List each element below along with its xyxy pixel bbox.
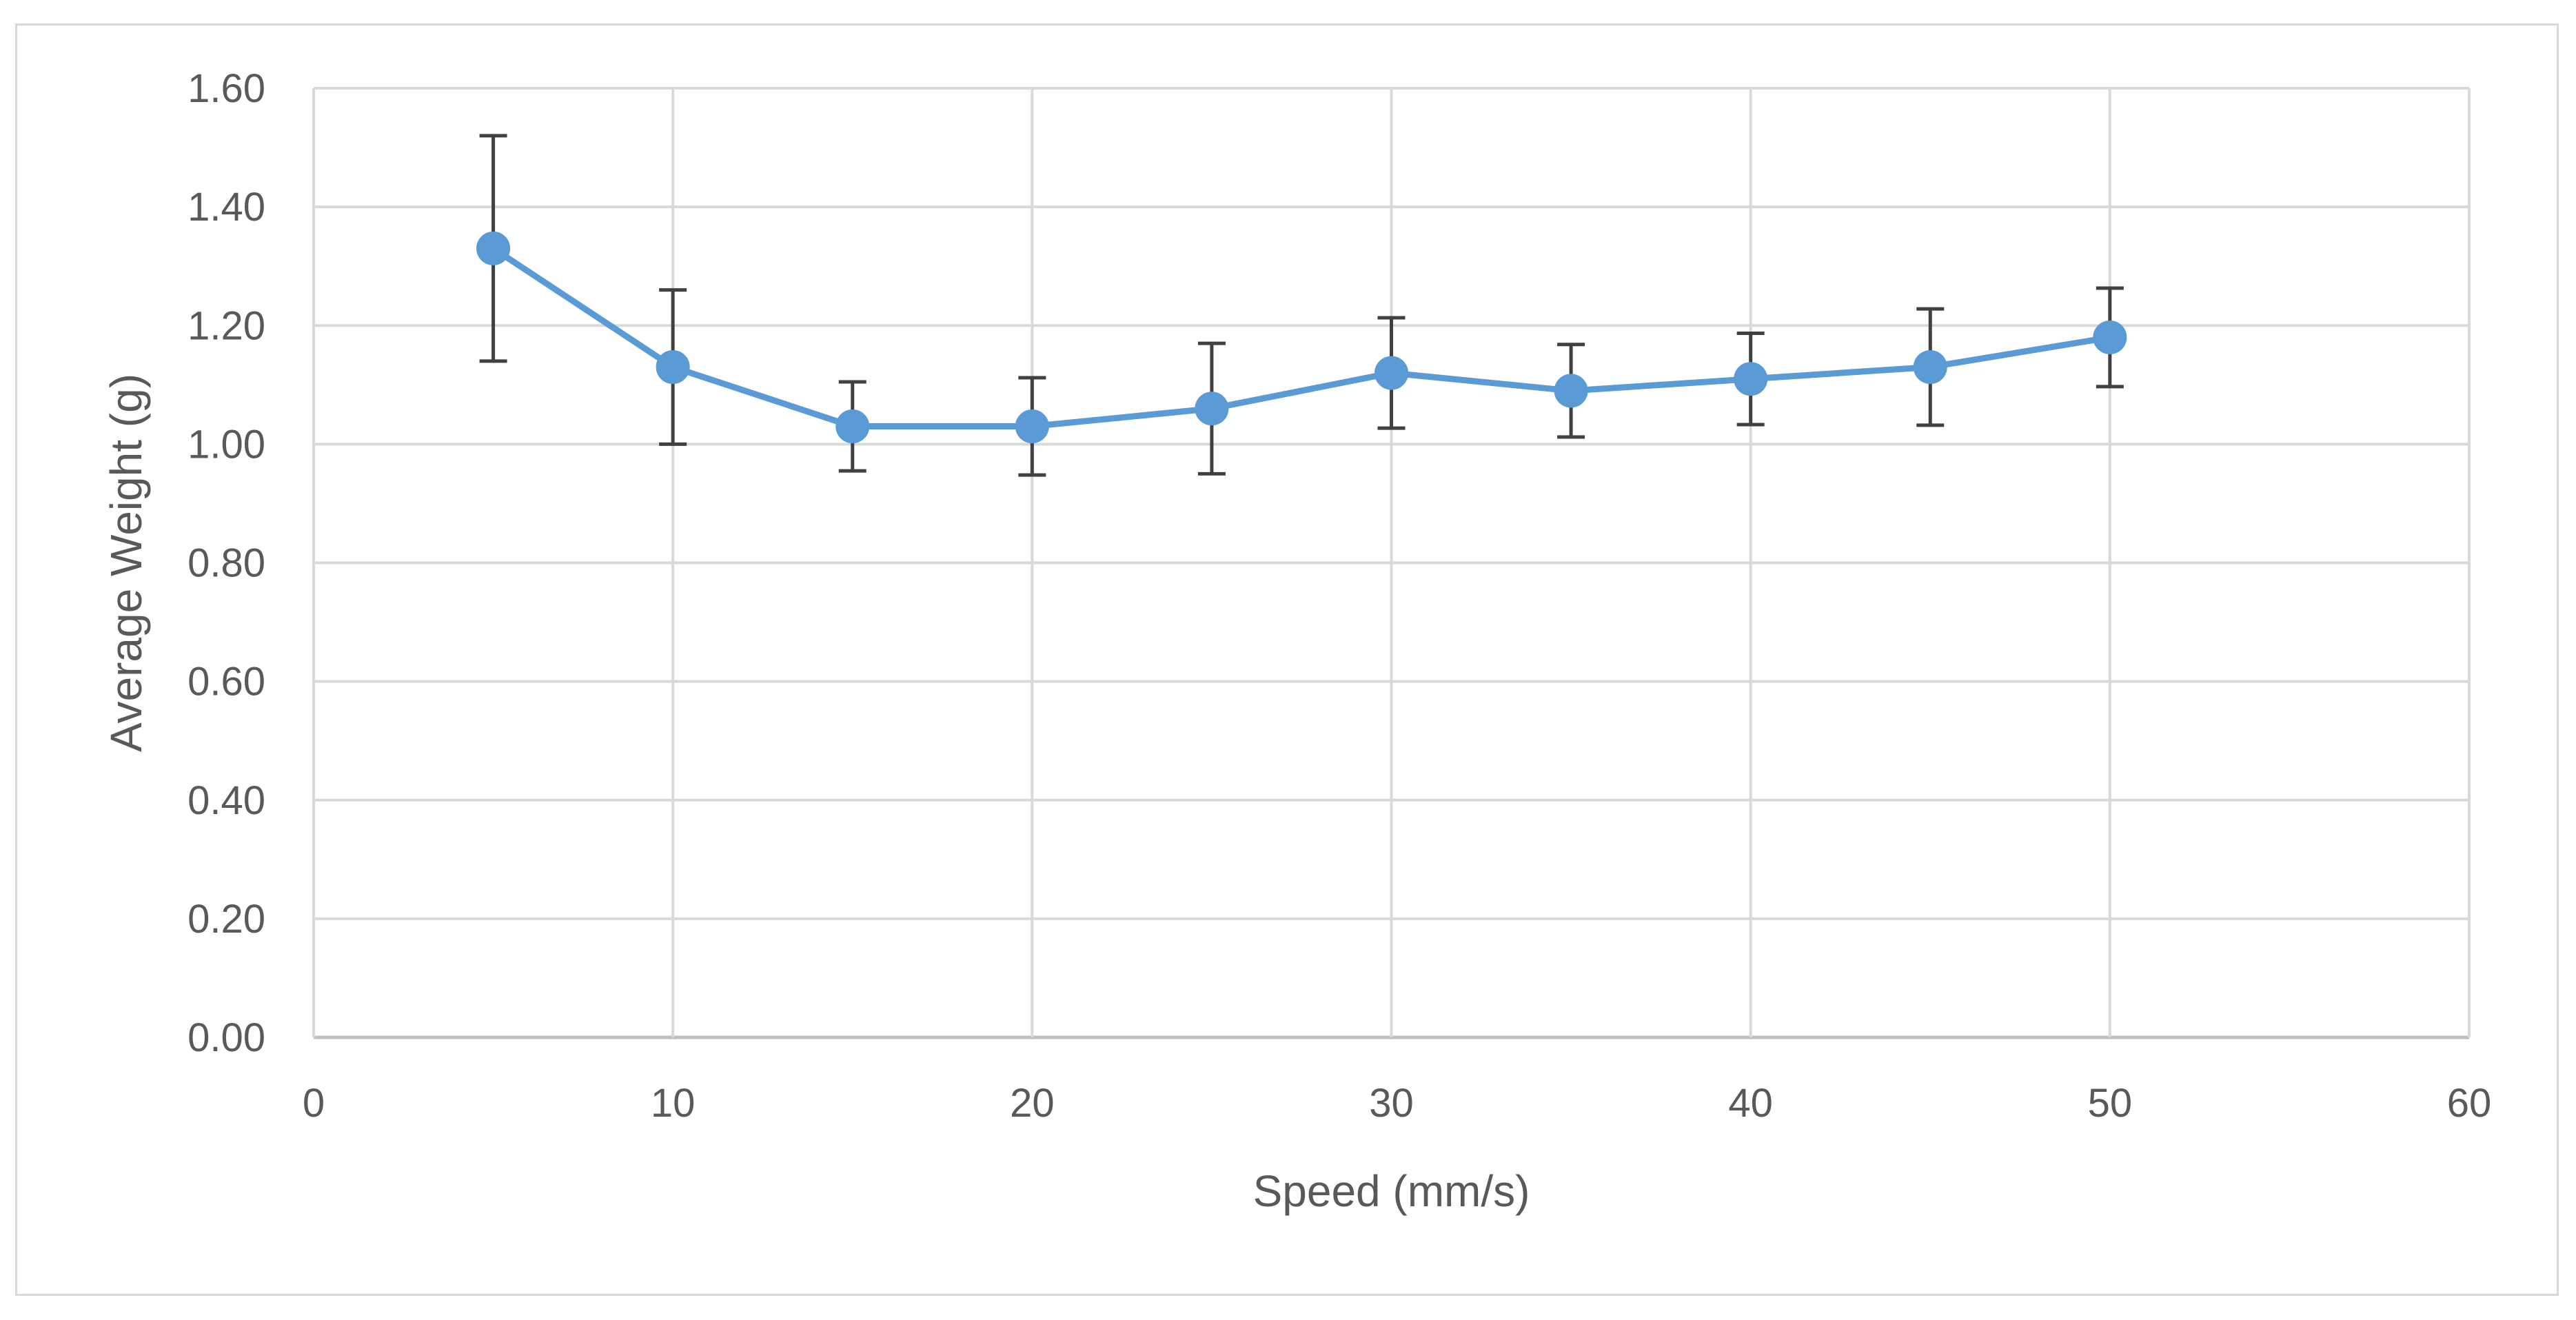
y-tick-label: 0.00 <box>187 1015 265 1060</box>
data-point[interactable] <box>1734 362 1768 396</box>
data-point[interactable] <box>1913 349 1947 384</box>
x-tick-label: 30 <box>1369 1081 1414 1126</box>
x-tick-label: 0 <box>303 1081 325 1126</box>
y-tick-labels: 0.00 0.20 0.40 0.60 0.80 1.00 1.20 1.40 1.60 <box>187 66 265 1060</box>
x-axis-title: Speed (mm/s) <box>1253 1166 1530 1216</box>
y-tick-label: 0.60 <box>187 660 265 704</box>
data-point[interactable] <box>656 349 690 384</box>
gridlines <box>312 87 2471 1039</box>
x-tick-label: 50 <box>2088 1081 2133 1126</box>
data-point[interactable] <box>1195 392 1229 426</box>
x-tick-label: 20 <box>1010 1081 1055 1126</box>
chart-frame <box>15 23 2559 1296</box>
x-tick-label: 60 <box>2447 1081 2492 1126</box>
y-axis-title: Average Weight (g) <box>101 374 151 752</box>
data-point[interactable] <box>1375 356 1408 390</box>
series <box>476 231 2127 444</box>
y-tick-label: 1.20 <box>187 303 265 348</box>
data-point[interactable] <box>2093 320 2127 354</box>
data-point[interactable] <box>476 231 511 265</box>
x-tick-labels: 0 10 20 30 40 50 60 <box>303 1081 2491 1126</box>
data-point[interactable] <box>835 409 870 444</box>
x-tick-label: 10 <box>651 1081 696 1126</box>
data-point[interactable] <box>1015 409 1049 444</box>
y-tick-label: 1.00 <box>187 422 265 467</box>
series-line <box>491 245 2111 430</box>
y-tick-label: 1.40 <box>187 185 265 230</box>
y-tick-label: 0.20 <box>187 897 265 942</box>
y-tick-label: 0.80 <box>187 541 265 586</box>
x-tick-label: 40 <box>1728 1081 1773 1126</box>
y-tick-label: 0.40 <box>187 778 265 823</box>
data-point[interactable] <box>1554 374 1588 408</box>
error-bars <box>479 134 2124 477</box>
y-tick-label: 1.60 <box>187 66 265 111</box>
